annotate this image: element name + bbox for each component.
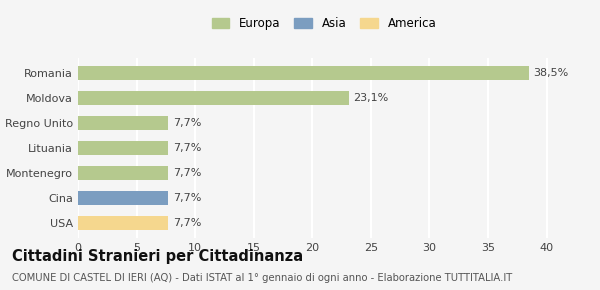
Bar <box>78 191 168 205</box>
Bar <box>78 166 168 180</box>
Bar <box>78 91 349 105</box>
Bar <box>78 66 529 80</box>
Text: 7,7%: 7,7% <box>173 218 201 228</box>
Bar <box>78 216 168 230</box>
Text: 38,5%: 38,5% <box>533 68 569 78</box>
Text: 7,7%: 7,7% <box>173 143 201 153</box>
Text: 7,7%: 7,7% <box>173 118 201 128</box>
Bar <box>78 116 168 130</box>
Text: Cittadini Stranieri per Cittadinanza: Cittadini Stranieri per Cittadinanza <box>12 249 303 264</box>
Legend: Europa, Asia, America: Europa, Asia, America <box>208 14 440 34</box>
Text: 23,1%: 23,1% <box>353 93 389 103</box>
Text: COMUNE DI CASTEL DI IERI (AQ) - Dati ISTAT al 1° gennaio di ogni anno - Elaboraz: COMUNE DI CASTEL DI IERI (AQ) - Dati IST… <box>12 273 512 282</box>
Bar <box>78 141 168 155</box>
Text: 7,7%: 7,7% <box>173 168 201 178</box>
Text: 7,7%: 7,7% <box>173 193 201 203</box>
